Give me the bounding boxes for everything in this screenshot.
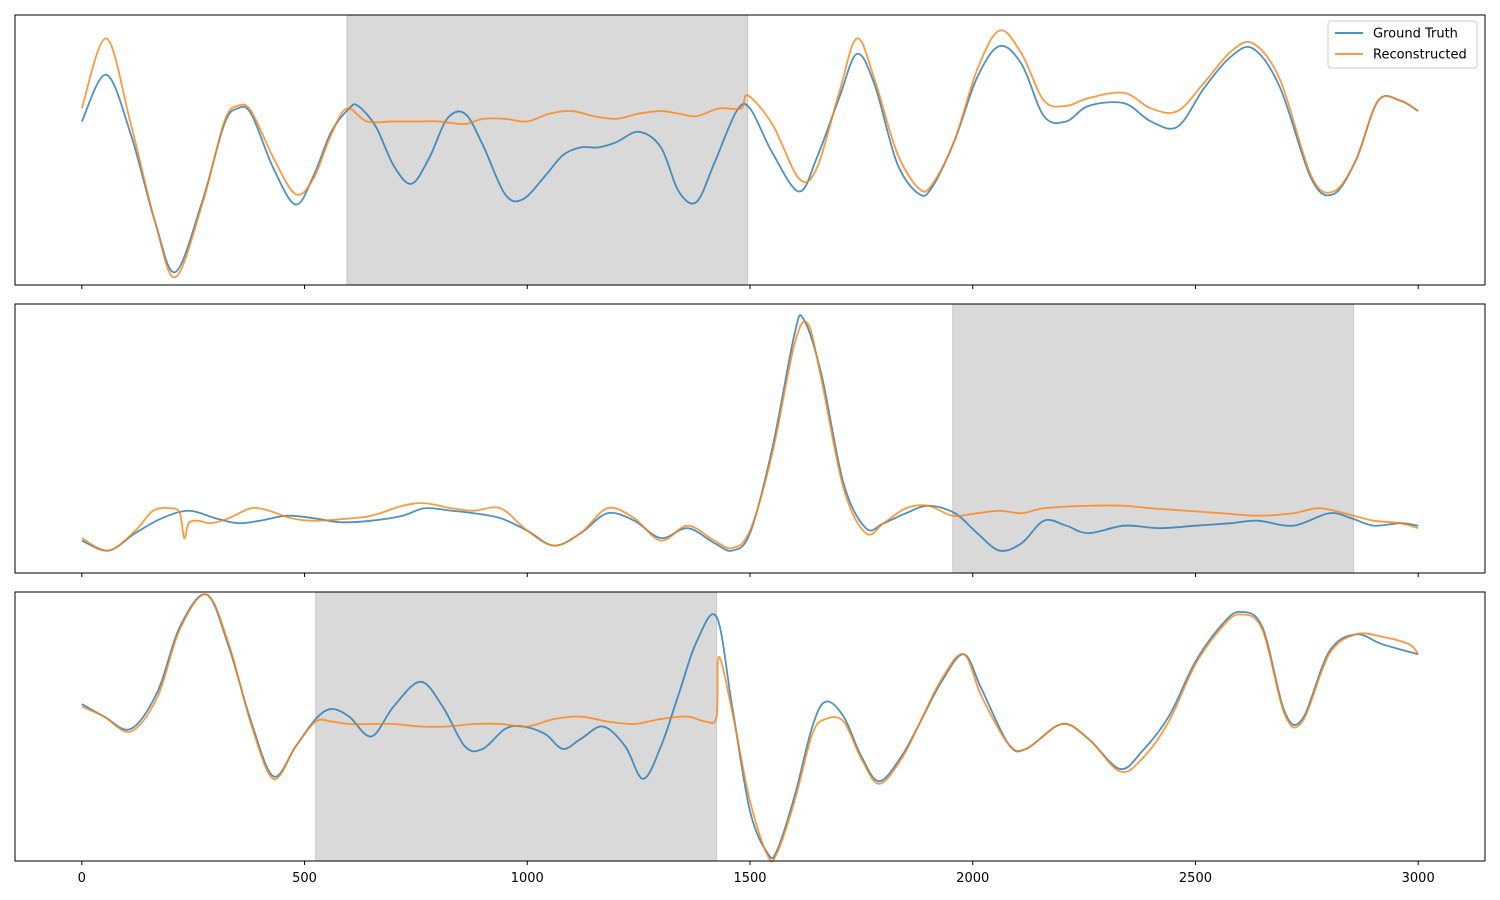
subplot-2-mask-region	[952, 303, 1355, 574]
legend-box	[1327, 20, 1478, 69]
subplot-1-lines	[80, 29, 1419, 279]
subplot-3-reconstructed-line	[81, 593, 1419, 863]
legend-reconstructed-label: Reconstructed	[1373, 48, 1467, 63]
x-tick-label: 1000	[511, 871, 544, 886]
subplot-2-lines	[81, 314, 1419, 552]
subplot-2	[14, 303, 1486, 577]
subplot-2-reconstructed-line	[81, 320, 1419, 552]
x-tick-label: 2000	[956, 871, 989, 886]
x-tick-label: 3000	[1402, 871, 1435, 886]
x-tick-label: 1500	[733, 871, 766, 886]
subplot-2-x-ticks	[81, 573, 1419, 577]
subplot-3: 0 500 1000 1500 2000 2500 3000	[14, 591, 1486, 886]
legend-ground-truth-label: Ground Truth	[1373, 27, 1458, 42]
subplot-1-x-ticks	[81, 285, 1419, 289]
x-tick-label: 500	[292, 871, 317, 886]
subplot-3-x-ticks: 0 500 1000 1500 2000 2500 3000	[78, 861, 1435, 886]
x-tick-label: 2500	[1179, 871, 1212, 886]
x-tick-label: 0	[78, 871, 86, 886]
subplot-3-lines	[81, 593, 1419, 863]
subplot-1: Ground Truth Reconstructed	[14, 14, 1486, 289]
subplot-1-ground-truth-line	[81, 44, 1419, 273]
subplot-1-mask-region	[346, 14, 749, 286]
legend: Ground Truth Reconstructed	[1327, 20, 1478, 69]
subplot-1-reconstructed-line	[80, 29, 1419, 279]
